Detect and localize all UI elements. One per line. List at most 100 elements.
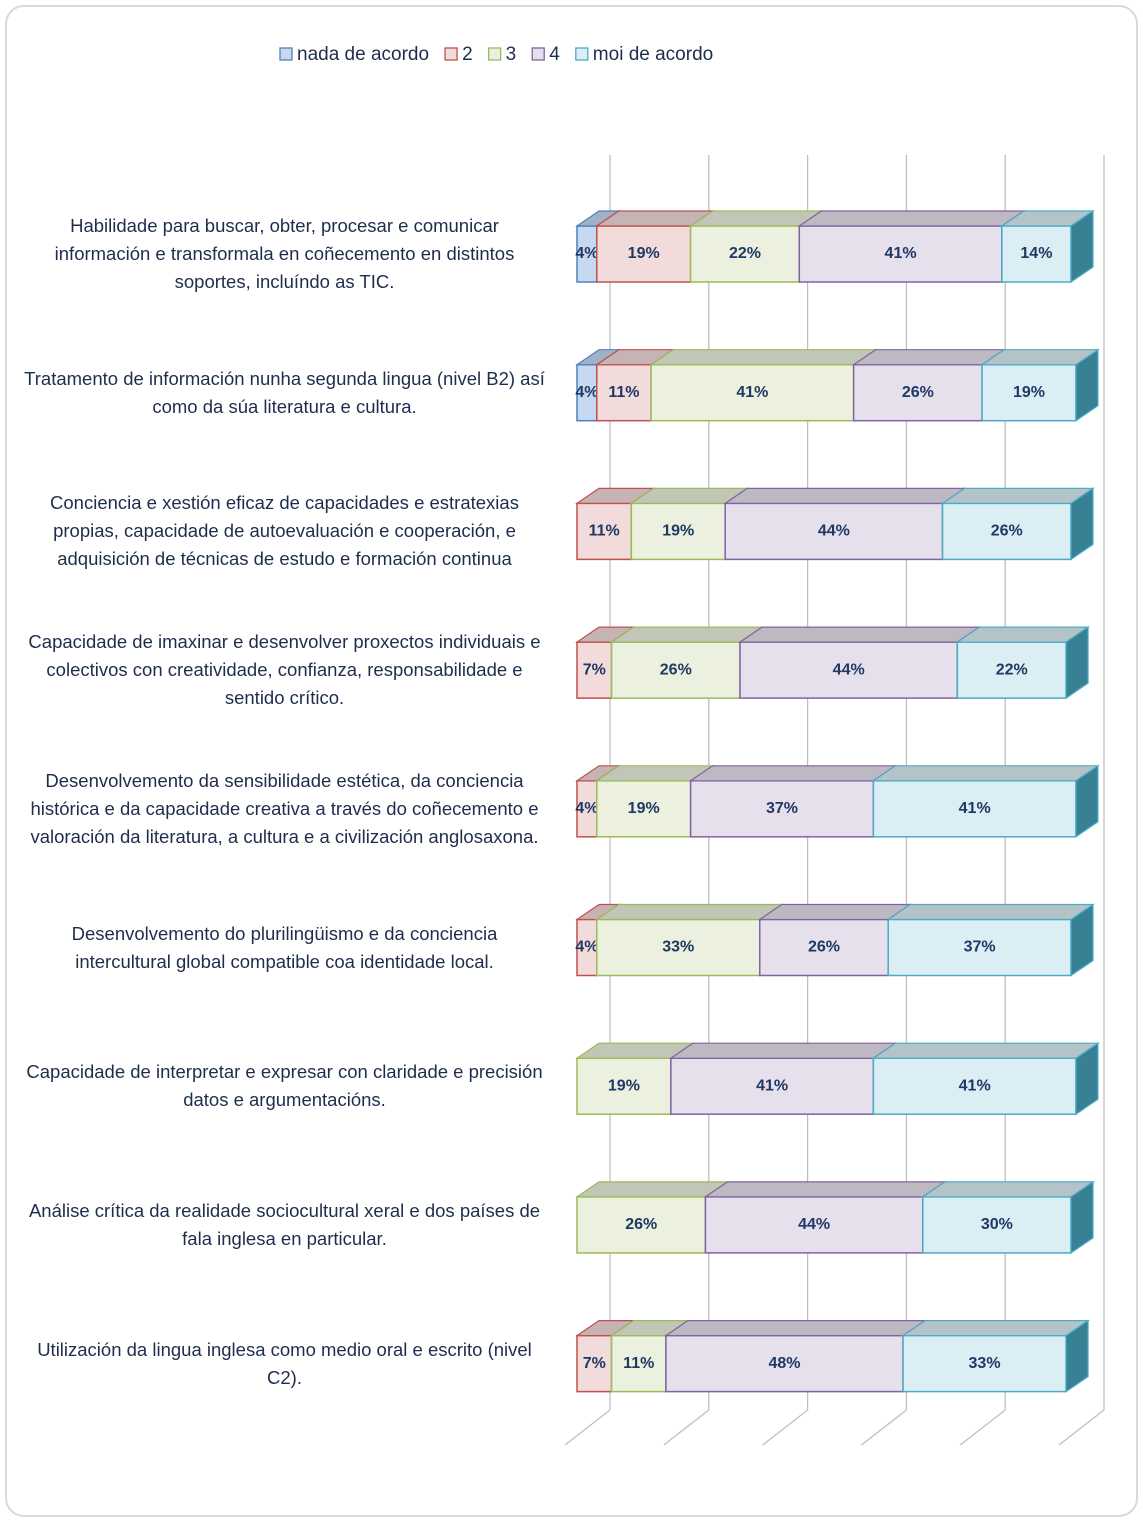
bar-front	[596, 225, 692, 283]
grid-floor-line	[762, 1409, 808, 1446]
data-label: 33%	[662, 939, 694, 956]
bar-front	[576, 1057, 672, 1115]
bar-front	[610, 641, 741, 699]
category-label: Utilización da lingua inglesa como medio…	[37, 1338, 532, 1388]
data-label: 14%	[1020, 245, 1052, 262]
data-label: 4%	[575, 800, 598, 817]
bar-front	[941, 502, 1072, 561]
bar-segment: 41%	[649, 348, 878, 422]
legend-swatch	[444, 47, 458, 61]
bar-side	[1075, 1042, 1099, 1116]
data-label: 30%	[981, 1216, 1013, 1233]
data-label: 37%	[964, 939, 996, 956]
bar-front	[981, 363, 1077, 422]
bar-top	[757, 903, 913, 921]
grid-floor-line	[861, 1409, 907, 1446]
bar-top	[871, 1042, 1100, 1059]
bar-front	[724, 502, 944, 561]
bar-top	[871, 765, 1100, 782]
bar-segment: 44%	[703, 1180, 947, 1255]
bar-side	[1075, 764, 1099, 838]
data-label: 19%	[628, 800, 660, 817]
bar-front	[922, 1196, 1072, 1254]
bar-segment: 41%	[797, 209, 1026, 284]
legend-label: 4	[549, 44, 560, 65]
bar-segment: 48%	[663, 1319, 927, 1393]
data-label: 4%	[575, 384, 598, 401]
bar-segment: 37%	[688, 764, 898, 838]
bar-top	[649, 349, 878, 366]
data-label: 41%	[959, 1077, 991, 1094]
bar-top	[703, 1181, 947, 1198]
bar-front	[872, 1057, 1077, 1115]
category-label: Análise crítica da realidade sociocultur…	[28, 1199, 541, 1249]
bar-top	[797, 210, 1026, 227]
data-label: 44%	[798, 1216, 830, 1233]
bar-segment: 44%	[723, 487, 967, 561]
data-label: 37%	[766, 800, 798, 817]
data-label: 48%	[768, 1355, 800, 1372]
bar-side	[1075, 348, 1099, 422]
grid-floor-line	[663, 1409, 710, 1446]
data-label: 41%	[736, 384, 768, 401]
bar-top	[688, 765, 898, 782]
data-label: 22%	[996, 661, 1028, 678]
bar-top	[594, 903, 784, 921]
data-label: 22%	[729, 245, 761, 262]
bar-segment: 22%	[688, 209, 824, 284]
bar-front	[689, 780, 875, 838]
legend-label: 3	[506, 44, 517, 65]
category-label: Capacidade de imaxinar e desenvolver pro…	[28, 631, 541, 709]
data-label: 41%	[885, 245, 917, 262]
data-label: 7%	[583, 1355, 606, 1372]
bar-segment: 41%	[871, 764, 1100, 838]
bar-segment: 26%	[940, 487, 1095, 561]
bar-segment: 44%	[738, 625, 982, 700]
bar-front	[576, 1196, 707, 1254]
bar-top	[886, 903, 1095, 921]
bar-front	[852, 363, 983, 422]
data-label: 26%	[808, 939, 840, 956]
data-label: 4%	[575, 245, 598, 262]
bar-segment: 14%	[999, 209, 1095, 284]
bar-side	[1070, 487, 1094, 561]
bar-top	[920, 1181, 1095, 1198]
bar-side	[1065, 1319, 1089, 1393]
category-label: Desenvolvemento da sensibilidade estétic…	[30, 769, 539, 847]
bar-segment: 19%	[980, 348, 1100, 422]
legend-label: nada de acordo	[297, 44, 429, 65]
bar-top	[851, 349, 1007, 366]
data-label: 19%	[662, 523, 694, 540]
bar-segment: 22%	[955, 625, 1091, 700]
bar-top	[609, 626, 764, 643]
legend-label: 2	[462, 44, 473, 65]
bar-segment: 41%	[668, 1042, 898, 1116]
bar-side	[1070, 1180, 1094, 1255]
data-label: 33%	[969, 1355, 1001, 1372]
grid-floor-line	[564, 1409, 611, 1446]
bar-side	[1070, 903, 1094, 977]
data-label: 26%	[660, 661, 692, 678]
bar-segment: 33%	[901, 1319, 1091, 1393]
data-label: 19%	[628, 245, 660, 262]
data-label: 26%	[625, 1216, 657, 1233]
legend-swatch	[487, 47, 502, 61]
bar-front	[759, 918, 889, 977]
category-label: Capacidade de interpretar e expresar con…	[26, 1061, 543, 1111]
legend-swatch	[531, 47, 545, 61]
data-label: 11%	[589, 523, 620, 540]
bar-front	[576, 641, 613, 699]
data-label: 44%	[833, 661, 865, 678]
bar-front	[887, 918, 1072, 977]
bar-side	[1065, 625, 1089, 700]
data-label: 41%	[959, 800, 991, 817]
data-label: 11%	[608, 384, 639, 401]
data-label: 19%	[1013, 384, 1045, 401]
grid-floor-line	[1058, 1409, 1105, 1446]
category-label: Tratamento de información nunha segunda …	[24, 367, 545, 417]
bar-top	[940, 487, 1095, 504]
bar-side	[1070, 209, 1094, 284]
data-label: 41%	[756, 1077, 788, 1094]
bar-front	[1001, 225, 1072, 283]
